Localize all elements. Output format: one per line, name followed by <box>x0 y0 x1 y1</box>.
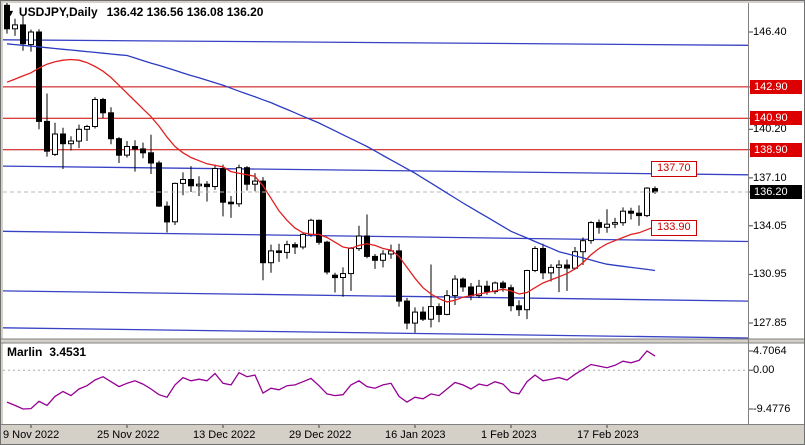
candle-body <box>140 148 146 154</box>
candle-body <box>340 273 346 279</box>
candle-body <box>316 219 322 243</box>
candle-body <box>324 241 330 273</box>
indicator-value: 3.4531 <box>49 345 87 359</box>
candle-body <box>404 300 410 324</box>
candle-body <box>628 210 634 214</box>
candle-body <box>308 219 314 235</box>
candle-body <box>108 112 114 140</box>
candle-body <box>484 285 490 293</box>
candle-body <box>148 152 154 164</box>
candle-body <box>516 305 522 311</box>
chart-title: ▼ USDJPY,Daily 136.42 136.56 136.08 136.20 <box>6 5 263 19</box>
candle-body <box>260 180 266 264</box>
ohlc-readout: 136.42 136.56 136.08 136.20 <box>106 5 264 19</box>
candle-body <box>172 182 178 223</box>
indicator-name: Marlin <box>7 345 43 359</box>
candle-body <box>420 311 426 320</box>
candle-body <box>548 266 554 274</box>
indicator-title: Marlin 3.4531 <box>7 345 86 359</box>
candle-body <box>452 278 458 297</box>
candle-body <box>68 140 74 145</box>
candle-body <box>236 167 242 205</box>
candle-body <box>644 187 650 217</box>
ma-long-line[interactable] <box>6 43 656 272</box>
candle-body <box>196 183 202 187</box>
symbol-period-label: USDJPY,Daily <box>18 5 98 19</box>
candle-body <box>28 31 34 46</box>
candle-body <box>84 126 90 130</box>
chart-menu-arrow-icon[interactable]: ▼ <box>6 8 15 18</box>
candle-body <box>508 287 514 307</box>
candle-body <box>596 222 602 228</box>
candle-body <box>132 146 138 150</box>
candle-body <box>52 133 58 155</box>
candle-body <box>92 99 98 127</box>
candle-body <box>76 128 82 142</box>
candle-body <box>524 270 530 311</box>
candle-body <box>4 4 10 30</box>
candle-body <box>604 223 610 228</box>
candle-body <box>620 210 626 224</box>
candle-body <box>500 282 506 289</box>
candle-body <box>428 306 434 320</box>
candle-body <box>332 274 338 279</box>
candle-body <box>532 248 538 271</box>
candle-body <box>156 162 162 207</box>
candle-body <box>36 31 42 122</box>
candle-body <box>124 146 130 156</box>
candle-body <box>12 24 18 30</box>
candle-body <box>468 286 474 297</box>
candle-body <box>612 222 618 225</box>
candle-body <box>492 282 498 293</box>
trendline[interactable] <box>3 290 748 302</box>
candle-body <box>252 180 258 185</box>
candle-body <box>540 248 546 274</box>
trendline[interactable] <box>3 230 748 243</box>
candle-body <box>380 253 386 261</box>
candle-body <box>444 295 450 315</box>
candle-body <box>292 244 298 248</box>
candle-body <box>556 264 562 268</box>
candle-body <box>564 264 570 269</box>
candle-body <box>300 233 306 248</box>
candle-body <box>100 99 106 114</box>
candle-body <box>164 205 170 223</box>
candle-body <box>212 168 218 187</box>
candle-body <box>572 251 578 269</box>
candle-body <box>188 179 194 187</box>
candle-body <box>436 306 442 315</box>
candle-body <box>284 244 290 253</box>
candle-body <box>60 133 66 145</box>
candle-body <box>204 183 210 188</box>
candle-body <box>20 24 26 45</box>
pane-splitter[interactable] <box>1 339 805 343</box>
candle-body <box>180 179 186 184</box>
indicator-line <box>6 350 656 410</box>
candle-body <box>412 311 418 324</box>
candle-body <box>268 250 274 264</box>
candle-body <box>396 250 402 302</box>
trendline[interactable] <box>3 39 748 46</box>
trendline[interactable] <box>3 165 748 176</box>
candle-body <box>372 255 378 261</box>
candle-body <box>116 138 122 156</box>
candle-body <box>636 212 642 217</box>
candle-body <box>228 201 234 205</box>
candle-body <box>44 120 50 152</box>
candle-body <box>580 240 586 253</box>
price-axis-area[interactable] <box>749 3 804 424</box>
candle-body <box>220 168 226 203</box>
candle-body <box>356 235 362 250</box>
ma-short-line[interactable] <box>6 58 656 303</box>
candle-body <box>364 235 370 257</box>
candle-body <box>476 285 482 297</box>
candle-body <box>276 250 282 253</box>
candle-body <box>460 278 466 288</box>
candle-body <box>348 248 354 275</box>
candle-body <box>244 167 250 185</box>
trendline[interactable] <box>3 327 748 339</box>
candle-body <box>588 222 594 242</box>
